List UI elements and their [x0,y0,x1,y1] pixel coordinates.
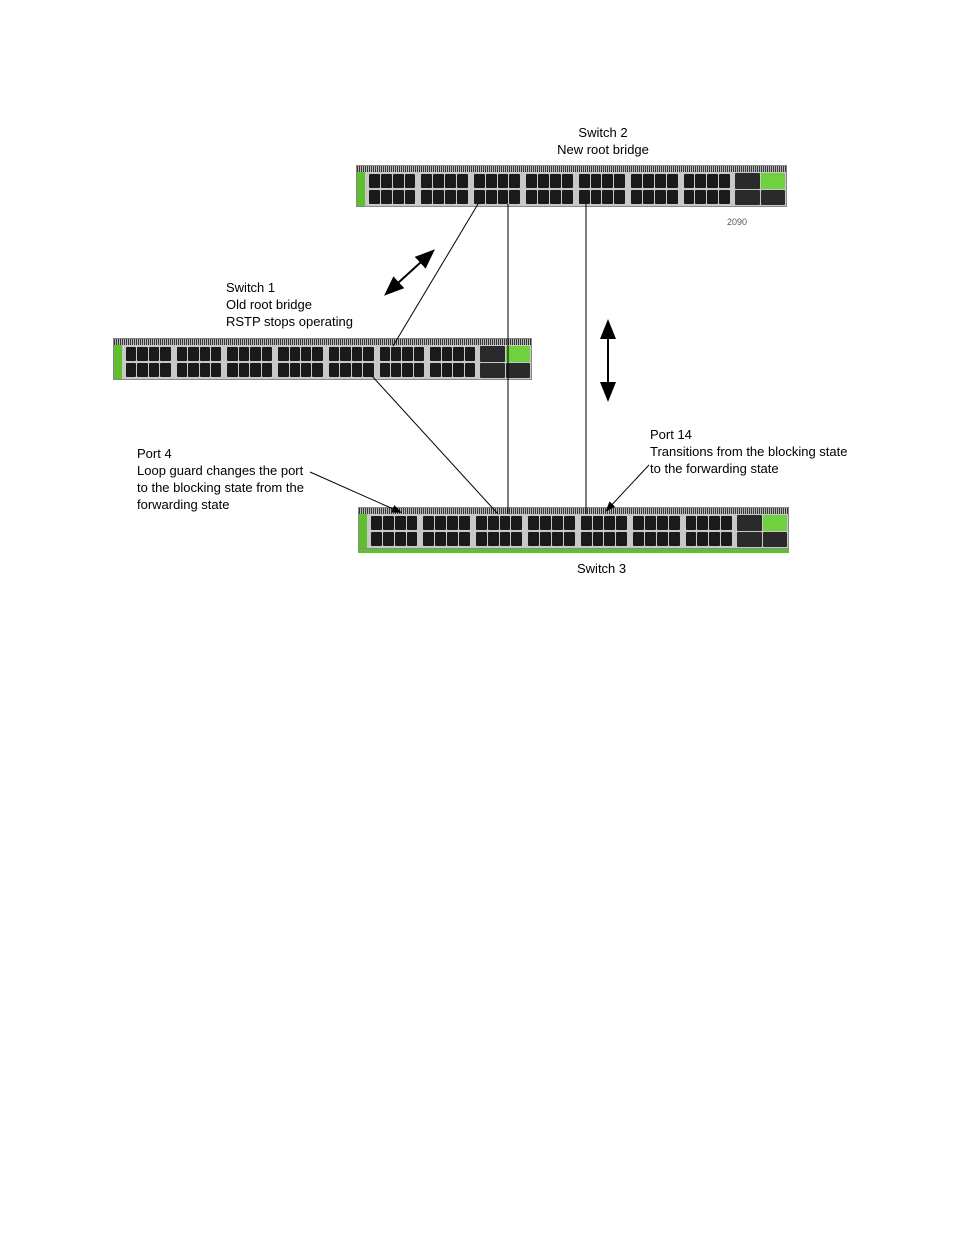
bidir-arrow-arrow-left [387,252,432,293]
switch1-label: Switch 1 Old root bridge RSTP stops oper… [226,280,353,331]
switch3-label: Switch 3 [577,561,626,578]
switch-sw1 [113,338,532,380]
switch2-label: Switch 2 New root bridge [543,125,663,159]
figure-number: 2090 [727,217,747,227]
pointer-arrow-ptr-port14 [607,465,649,510]
port14-label: Port 14 Transitions from the blocking st… [650,427,848,478]
switch-sw2 [356,165,787,207]
pointer-arrow-ptr-port4 [310,472,400,512]
connection-sw1-sw3 [372,376,498,514]
port4-label: Port 4 Loop guard changes the port to th… [137,446,304,514]
switch-sw3 [358,507,789,549]
connection-sw2-sw1 [393,204,478,346]
